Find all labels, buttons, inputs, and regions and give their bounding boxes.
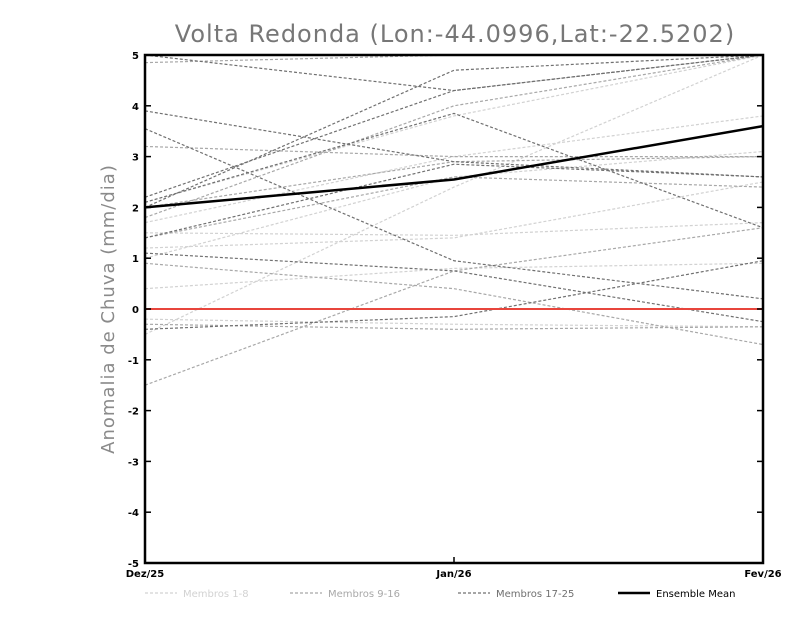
member-series-line-20 <box>145 260 763 330</box>
member-series-line-12 <box>145 262 763 346</box>
x-tick-label: Dez/25 <box>126 569 165 580</box>
y-tick-label: 3 <box>132 153 139 164</box>
member-series-line-17 <box>145 110 763 178</box>
y-tick-label: -3 <box>128 457 139 468</box>
chart-title: Volta Redonda (Lon:-44.0996,Lat:-22.5202… <box>175 20 735 48</box>
member-series-line-15 <box>145 156 763 208</box>
y-tick-label: -5 <box>128 559 139 570</box>
member-series-line-22 <box>145 163 763 239</box>
y-tick-label: -4 <box>128 508 139 519</box>
member-series-line-8 <box>145 318 763 328</box>
legend: Membros 1-8 Membros 9-16 Membros 17-25 Ense… <box>145 589 735 600</box>
member-series-line-5 <box>145 55 763 203</box>
member-series-line-4 <box>145 55 763 335</box>
member-series-line-14 <box>145 55 763 219</box>
member-series-line-18 <box>145 128 763 300</box>
member-series-line-10 <box>145 145 763 158</box>
member-series-line-7 <box>145 115 763 224</box>
member-series-line-16 <box>145 323 763 330</box>
member-series-line-25 <box>145 55 763 208</box>
y-tick-label: 1 <box>132 254 139 265</box>
member-lines <box>145 55 763 386</box>
legend-label-3: Membros 17-25 <box>496 589 574 600</box>
x-axis-ticks: Dez/25 Jan/26 Fev/26 <box>126 557 782 580</box>
y-tick-label: 5 <box>132 51 139 62</box>
legend-label-4: Ensemble Mean <box>656 589 735 600</box>
legend-label-1: Membros 1-8 <box>183 589 249 600</box>
member-series-line-13 <box>145 227 763 386</box>
y-axis-ticks: -5 -4 -3 -2 -1 0 1 2 3 4 5 <box>128 51 763 570</box>
member-series-line-19 <box>145 252 763 323</box>
member-series-line-3 <box>145 262 763 290</box>
y-tick-label: -1 <box>128 356 139 367</box>
y-axis-label: Anomalia de Chuva (mm/dia) <box>98 164 119 454</box>
member-series-line-2 <box>145 222 763 236</box>
member-series-line-24 <box>145 112 763 229</box>
x-tick-label: Fev/26 <box>744 569 781 580</box>
y-tick-label: 4 <box>132 102 139 113</box>
ensemble-mean-series <box>144 124 764 209</box>
ensemble-mean-line <box>144 124 764 209</box>
legend-label-2: Membros 9-16 <box>328 589 400 600</box>
member-series-line-23 <box>145 55 763 92</box>
y-tick-label: 2 <box>132 203 139 214</box>
y-tick-label: 0 <box>132 305 139 316</box>
member-series-line-11 <box>145 176 763 239</box>
y-tick-label: -2 <box>128 407 139 418</box>
x-tick-label: Jan/26 <box>435 569 471 580</box>
member-series-line-1 <box>145 181 763 249</box>
member-series-line-6 <box>145 150 763 259</box>
